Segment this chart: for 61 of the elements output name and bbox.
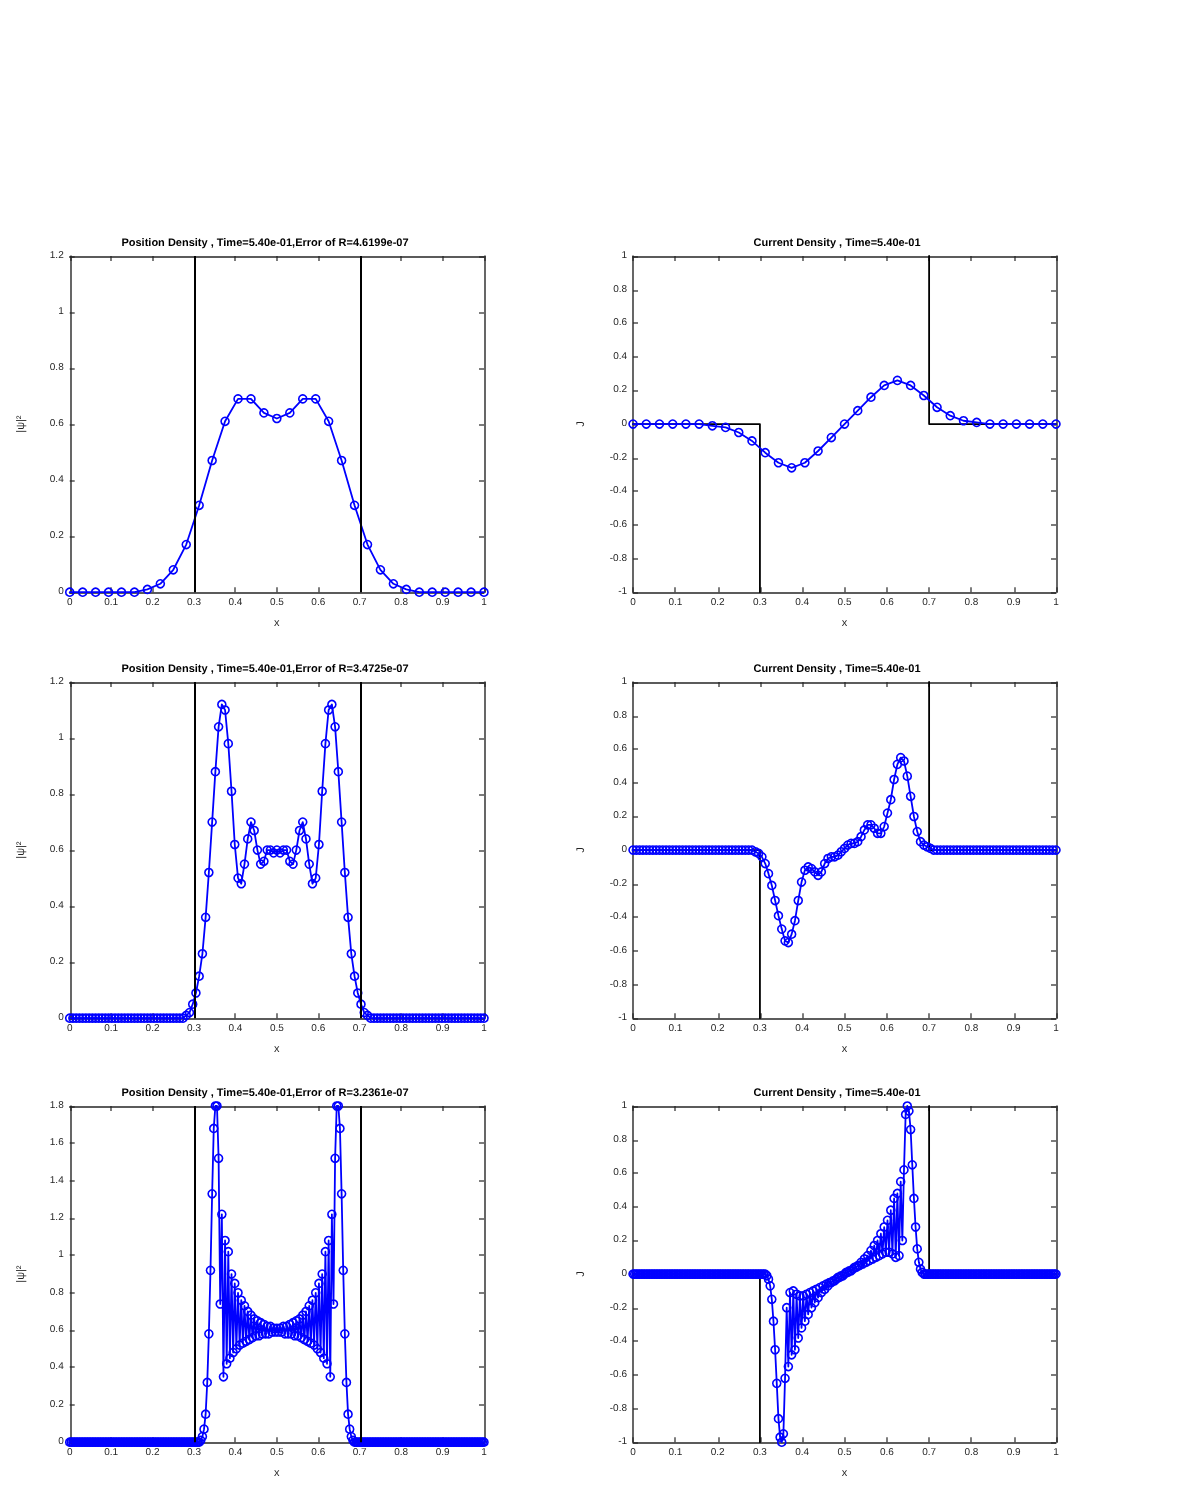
point <box>641 419 652 429</box>
point <box>826 432 837 443</box>
point <box>375 564 386 575</box>
point <box>654 419 665 429</box>
point <box>733 427 744 438</box>
point <box>90 587 101 597</box>
point <box>142 584 153 595</box>
point <box>427 587 438 597</box>
point <box>694 419 704 429</box>
point <box>168 564 179 575</box>
point <box>852 405 863 416</box>
point <box>297 394 308 404</box>
point <box>453 587 463 597</box>
point <box>747 436 757 446</box>
point <box>246 394 256 404</box>
point <box>919 390 929 401</box>
point <box>129 587 140 597</box>
point <box>1024 419 1035 429</box>
point <box>116 587 127 597</box>
point <box>1038 419 1048 429</box>
point <box>181 539 192 550</box>
point <box>310 394 321 404</box>
point <box>998 419 1008 429</box>
point <box>958 415 969 426</box>
point <box>349 500 360 511</box>
point <box>259 408 269 418</box>
point <box>681 419 691 429</box>
point <box>932 402 942 413</box>
point <box>839 419 850 429</box>
point <box>233 394 243 404</box>
point <box>466 587 476 597</box>
point <box>720 422 731 433</box>
point <box>272 413 282 424</box>
point <box>760 447 771 458</box>
point <box>773 457 784 468</box>
point <box>155 579 166 589</box>
point <box>103 587 114 597</box>
point <box>945 410 956 421</box>
point <box>285 408 295 418</box>
point <box>77 587 88 597</box>
point <box>362 539 373 550</box>
point <box>866 392 876 402</box>
point <box>971 417 982 428</box>
point <box>800 457 810 468</box>
point <box>786 463 797 473</box>
point <box>220 416 230 427</box>
point <box>440 587 450 597</box>
point <box>905 380 916 391</box>
point <box>1011 419 1022 429</box>
point <box>667 419 678 429</box>
point <box>414 587 425 597</box>
point <box>985 419 995 429</box>
point <box>388 579 399 589</box>
point <box>336 455 347 466</box>
point <box>879 380 889 391</box>
point <box>813 446 823 456</box>
point <box>707 420 718 431</box>
point <box>323 416 334 427</box>
point <box>207 455 217 466</box>
point <box>892 375 903 386</box>
point <box>401 584 412 595</box>
